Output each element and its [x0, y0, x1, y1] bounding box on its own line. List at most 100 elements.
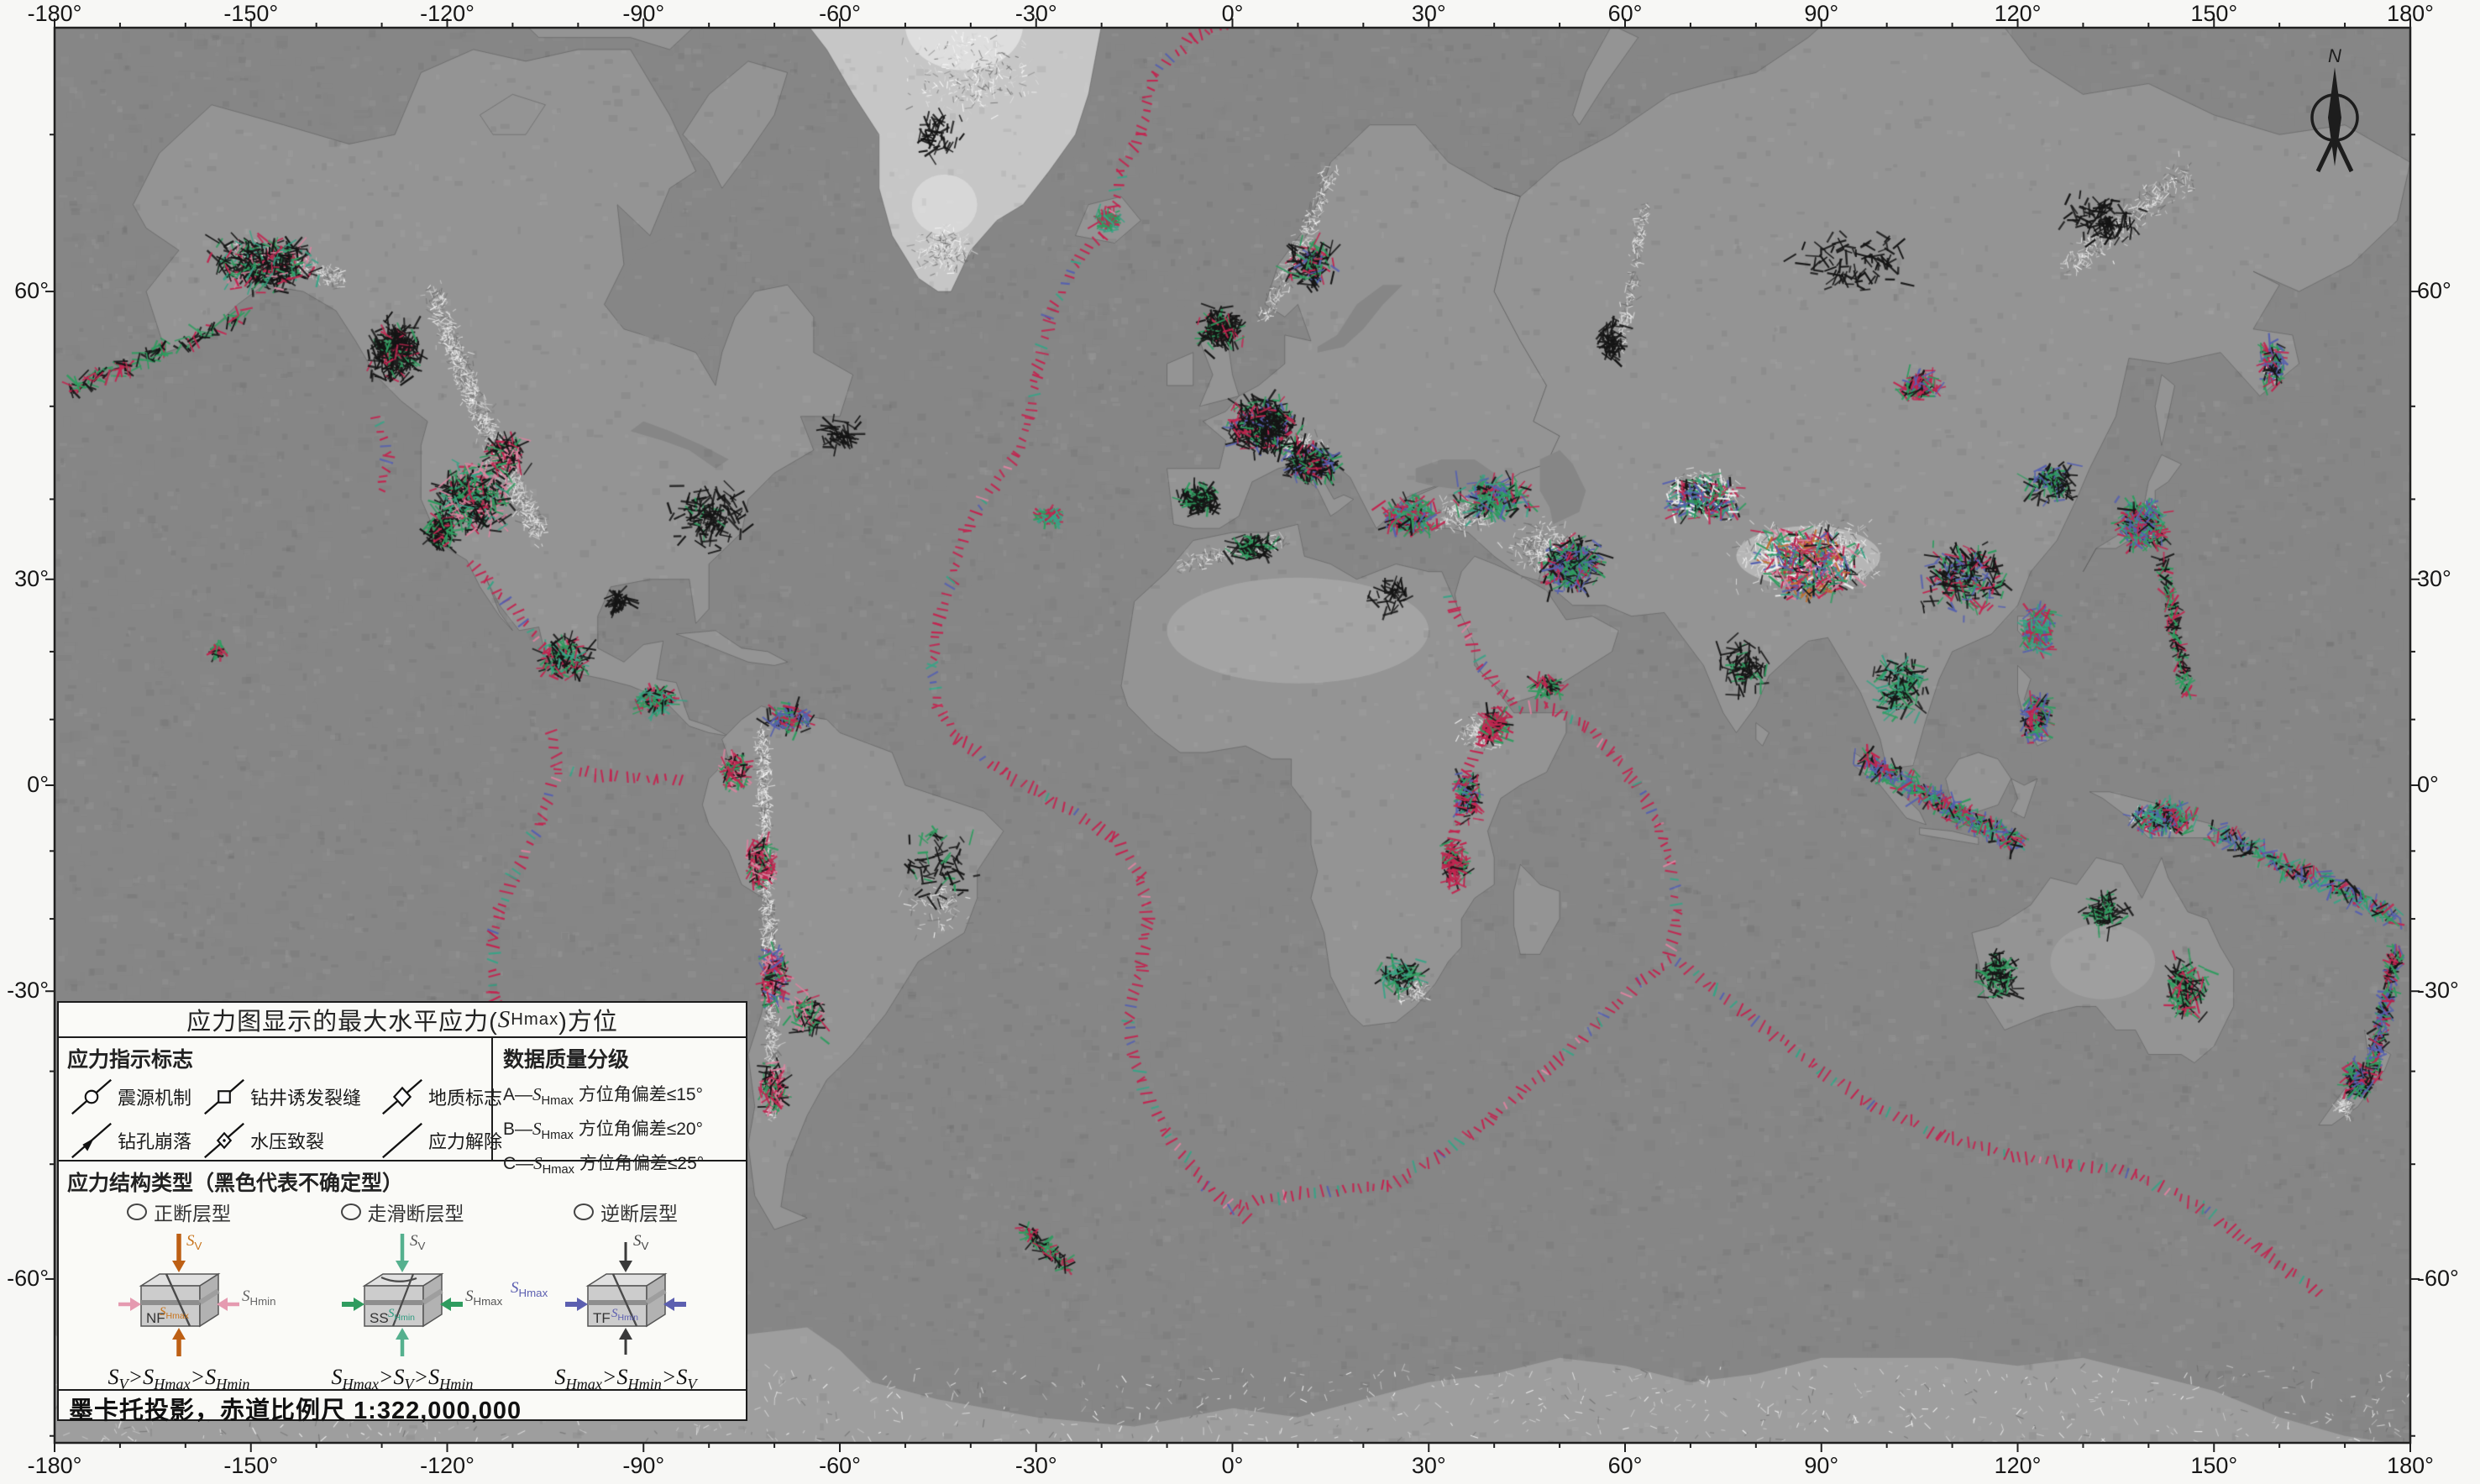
lat-label-right: -30°: [2417, 978, 2459, 1004]
indicator-item: 钻孔崩落: [67, 1119, 200, 1162]
lat-label-right: 60°: [2417, 278, 2451, 304]
indicator-label: 应力解除: [428, 1131, 503, 1152]
stress-indicator-heading: 应力指示标志: [67, 1048, 194, 1072]
regime-name: 正断层型: [154, 1203, 231, 1224]
stress-indicator-section: 应力指示标志 震源机制 钻井诱发裂缝 地质标志 钻孔崩落 水压致裂 应力解除: [59, 1038, 502, 1162]
lon-label-bottom: 180°: [2387, 1453, 2434, 1478]
side-stress-label: SHmax: [511, 1279, 548, 1299]
lon-label-top: 90°: [1804, 1, 1839, 26]
regime-formula: SHmax>SV>SHmin: [331, 1365, 474, 1393]
lon-label-bottom: -150°: [223, 1453, 279, 1478]
lat-label-right: 0°: [2417, 772, 2439, 797]
indicator-label: 钻孔崩落: [118, 1131, 192, 1152]
lon-label-top: 0°: [1221, 1, 1244, 26]
data-quality-section: 数据质量分级 A—SHmax 方位角偏差≤15° B—SHmax 方位角偏差≤20…: [493, 1038, 746, 1177]
lon-label-bottom: 150°: [2190, 1453, 2238, 1478]
quality-row: A—SHmax 方位角偏差≤15°: [503, 1084, 703, 1109]
lat-label-left: 60°: [14, 278, 49, 304]
indicator-item: 地质标志: [378, 1075, 502, 1119]
lon-label-top: -60°: [819, 1, 861, 26]
lon-label-bottom: 120°: [1994, 1453, 2042, 1478]
compass-leg-right: [2332, 134, 2354, 173]
inner-stress-label: SHmin: [611, 1307, 639, 1323]
sv-label: SV: [186, 1232, 202, 1252]
hydraulic-fracture-diamond-icon: [204, 1122, 244, 1159]
regime-name: 逆断层型: [600, 1203, 678, 1224]
regime-formula: SHmax>SHmin>SV: [554, 1365, 697, 1393]
overcoring-line-icon: [382, 1122, 422, 1159]
indicator-item: 应力解除: [378, 1119, 502, 1162]
lon-label-top: 150°: [2190, 1, 2238, 26]
regime-block: NF SV SHmin SHmax: [116, 1227, 276, 1363]
svg-text:TF: TF: [593, 1310, 611, 1326]
indicator-label: 钻井诱发裂缝: [250, 1088, 362, 1109]
lon-label-top: -150°: [223, 1, 279, 26]
indicator-item: 钻井诱发裂缝: [200, 1075, 378, 1119]
compass-leg-left: [2315, 134, 2337, 173]
lon-label-bottom: -180°: [27, 1453, 82, 1478]
regime-header: 逆断层型: [514, 1198, 737, 1225]
stress-regime-section: 应力结构类型（黑色代表不确定型） 正断层型 NF SV SHmin SHmax …: [59, 1162, 746, 1393]
lon-label-top: 120°: [1994, 1, 2042, 26]
regime-block-figure: SS: [342, 1234, 463, 1356]
inner-stress-label: SHmin: [388, 1307, 416, 1323]
side-stress-label: SHmax: [465, 1287, 503, 1308]
regime-circle-icon: [574, 1203, 594, 1220]
regime-column-nf: 正断层型 NF SV SHmin SHmax SV>SHmax>SHmin: [67, 1198, 291, 1393]
inner-stress-label: SHmax: [160, 1305, 189, 1321]
regime-header: 走滑断层型: [291, 1198, 514, 1225]
borehole-breakout-arrow-icon: [71, 1122, 112, 1159]
lon-label-bottom: -90°: [622, 1453, 665, 1478]
lon-label-bottom: -30°: [1015, 1453, 1057, 1478]
regime-header: 正断层型: [67, 1198, 291, 1225]
legend-box: 应力图显示的最大水平应力(S Hmax)方位 应力指示标志 震源机制 钻井诱发裂缝…: [57, 1001, 747, 1424]
lon-label-bottom: -60°: [819, 1453, 861, 1478]
regime-block-figure: NF: [118, 1234, 239, 1356]
lon-label-bottom: 60°: [1607, 1453, 1643, 1478]
lon-label-bottom: 90°: [1804, 1453, 1839, 1478]
quality-row: B—SHmax 方位角偏差≤20°: [503, 1119, 703, 1143]
north-compass-icon: N: [2310, 45, 2359, 173]
regime-formula: SV>SHmax>SHmin: [107, 1365, 250, 1393]
regime-block: SS SV SHmax SHmin: [339, 1227, 502, 1363]
focal-mechanism-circle-icon: [71, 1078, 112, 1115]
lon-label-bottom: 30°: [1411, 1453, 1446, 1478]
indicator-label: 震源机制: [118, 1088, 192, 1109]
lon-label-bottom: 0°: [1221, 1453, 1244, 1478]
sv-label: SV: [410, 1232, 426, 1252]
lon-label-top: 180°: [2387, 1, 2434, 26]
regime-column-tf: 逆断层型 TF SV SHmax SHmin SHmax>SHmin>SV: [511, 1198, 737, 1393]
regime-name: 走滑断层型: [367, 1203, 464, 1224]
sv-label: SV: [633, 1232, 649, 1252]
regime-circle-icon: [340, 1203, 361, 1220]
compass-north-letter: N: [2328, 45, 2341, 66]
regime-column-ss: 走滑断层型 SS SV SHmax SHmin SHmax>SV>SHmin: [291, 1198, 514, 1393]
side-stress-label: SHmin: [242, 1287, 276, 1308]
stress-regime-columns: 正断层型 NF SV SHmin SHmax SV>SHmax>SHmin 走滑…: [67, 1198, 746, 1393]
geologic-indicator-diamond-icon: [382, 1078, 422, 1115]
regime-circle-icon: [127, 1203, 147, 1220]
lon-label-bottom: -120°: [420, 1453, 475, 1478]
lon-label-top: 30°: [1411, 1, 1446, 26]
regime-block: TF SV SHmax SHmin: [511, 1227, 689, 1363]
lat-label-left: 30°: [14, 565, 49, 591]
indicator-item: 水压致裂: [200, 1119, 378, 1162]
svg-text:SS: SS: [370, 1310, 389, 1326]
lat-label-right: -60°: [2417, 1265, 2459, 1291]
indicator-item: 震源机制: [67, 1075, 200, 1119]
lat-label-right: 30°: [2417, 565, 2451, 591]
projection-scale-note: 墨卡托投影，赤道比例尺 1:322,000,000: [69, 1397, 522, 1424]
lon-label-top: 60°: [1607, 1, 1643, 26]
regime-block-figure: TF: [565, 1242, 686, 1355]
lon-label-top: -30°: [1015, 1, 1057, 26]
indicator-label: 地质标志: [428, 1088, 503, 1109]
lon-label-top: -120°: [420, 1, 475, 26]
compass-needle: [2328, 67, 2341, 166]
indicator-label: 水压致裂: [250, 1131, 325, 1152]
lat-label-left: 0°: [27, 772, 49, 797]
lat-label-left: -30°: [7, 978, 49, 1004]
legend-middle-row: 应力指示标志 震源机制 钻井诱发裂缝 地质标志 钻孔崩落 水压致裂 应力解除 数…: [59, 1038, 746, 1177]
stress-indicator-grid: 震源机制 钻井诱发裂缝 地质标志 钻孔崩落 水压致裂 应力解除: [67, 1075, 502, 1162]
drilling-induced-fracture-square-icon: [204, 1078, 244, 1115]
